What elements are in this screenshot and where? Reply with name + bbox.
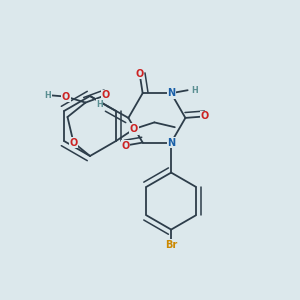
Text: H: H xyxy=(191,86,198,95)
Text: O: O xyxy=(136,69,144,79)
Text: H: H xyxy=(45,91,51,100)
Text: O: O xyxy=(121,141,129,151)
Text: N: N xyxy=(167,88,175,98)
Text: O: O xyxy=(102,90,110,100)
Text: Br: Br xyxy=(165,240,177,250)
Text: O: O xyxy=(69,137,78,148)
Text: O: O xyxy=(62,92,70,102)
Text: H: H xyxy=(96,100,103,109)
Text: O: O xyxy=(130,124,138,134)
Text: N: N xyxy=(167,138,175,148)
Text: O: O xyxy=(201,111,209,122)
